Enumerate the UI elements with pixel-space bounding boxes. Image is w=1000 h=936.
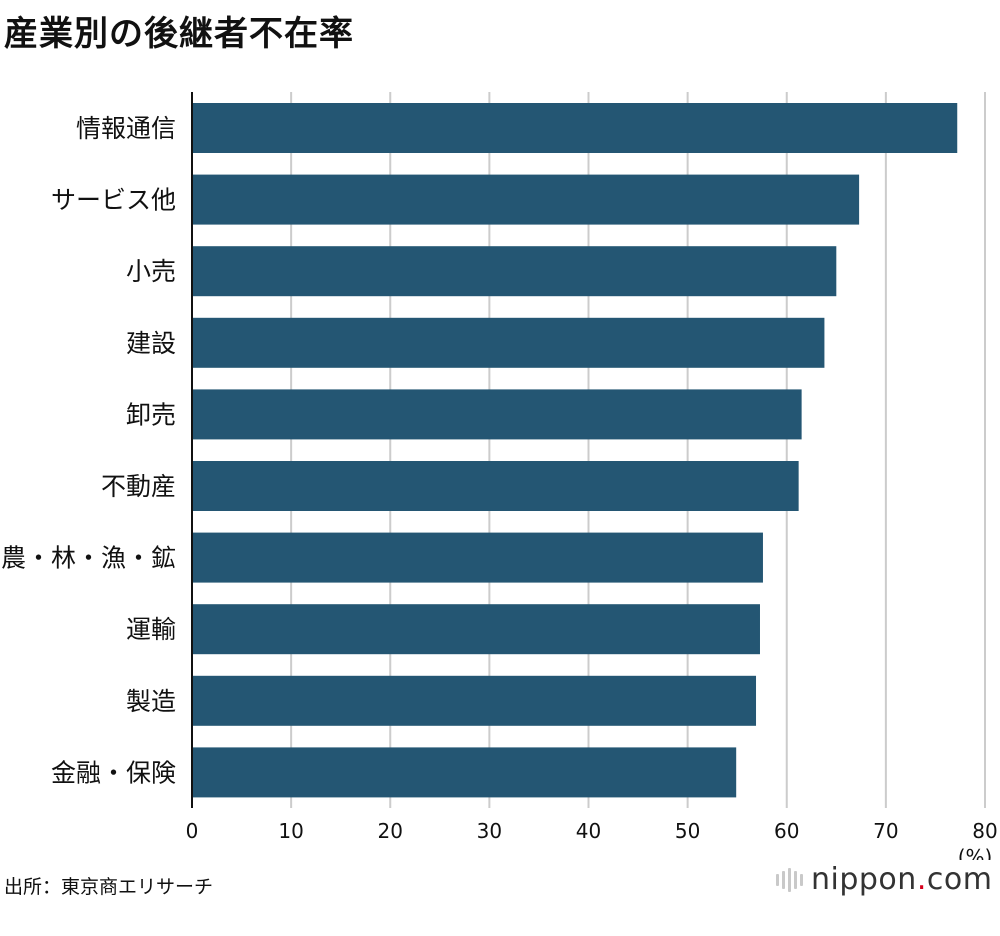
x-tick-label: 70 (873, 819, 898, 843)
bars (192, 103, 958, 798)
bar (192, 317, 825, 368)
nippon-logo: nippon.com (776, 862, 992, 897)
logo-name: nippon (811, 862, 917, 897)
source-note: 出所：東京商エリサーチ (4, 876, 214, 898)
bar (192, 246, 837, 297)
category-label: サービス他 (51, 186, 176, 215)
x-tick-label: 50 (675, 819, 700, 843)
category-label: 情報通信 (76, 114, 176, 143)
bar (192, 532, 763, 583)
logo-bars-icon (776, 867, 803, 892)
category-label: 不動産 (101, 472, 176, 501)
x-tick-label: 10 (278, 819, 303, 843)
category-label: 小売 (126, 257, 176, 286)
x-unit-label: (%) (958, 845, 993, 860)
category-label: 卸売 (126, 400, 176, 429)
bar (192, 747, 737, 798)
bar (192, 675, 757, 726)
category-label: 金融・保険 (51, 758, 176, 787)
category-label: 運輸 (126, 615, 176, 644)
x-tick-label: 30 (477, 819, 502, 843)
bar (192, 103, 958, 153)
x-tick-label: 0 (186, 819, 199, 843)
bar (192, 604, 760, 655)
chart-title: 産業別の後継者不在率 (4, 14, 354, 54)
category-label: 建設 (126, 329, 176, 358)
category-label: 農・林・漁・鉱 (1, 544, 176, 573)
bar (192, 461, 799, 511)
bar (192, 174, 860, 225)
logo-dot: . (916, 862, 927, 897)
x-tick-labels: 0 10 20 30 40 50 60 70 80 (186, 819, 998, 843)
bar (192, 389, 802, 440)
logo-tld: com (926, 862, 993, 897)
category-label: 製造 (126, 687, 176, 716)
x-tick-label: 20 (378, 819, 403, 843)
x-tick-label: 40 (576, 819, 601, 843)
x-tick-label: 80 (972, 819, 997, 843)
x-tick-label: 60 (774, 819, 799, 843)
